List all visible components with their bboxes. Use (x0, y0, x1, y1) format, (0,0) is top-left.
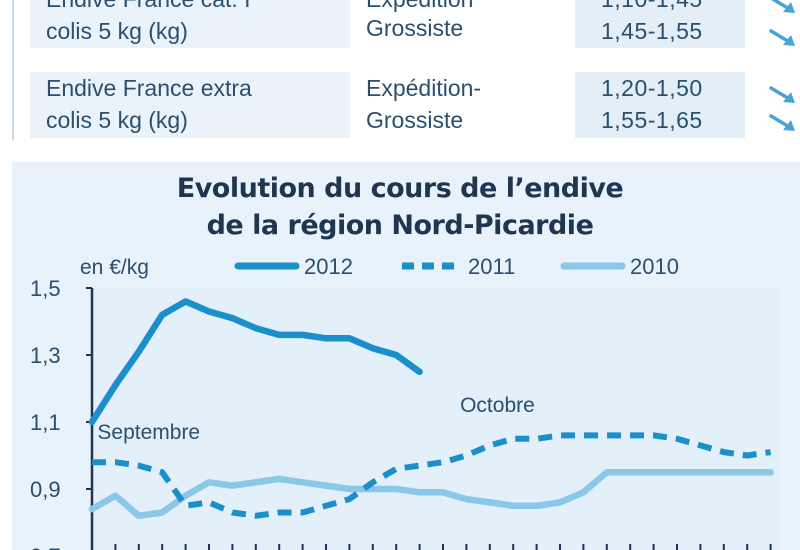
unit-label: en €/kg (80, 256, 149, 279)
table-row: Endive France cat. I colis 5 kg (kg) Exp… (30, 0, 795, 48)
price-cell: 1,10-1,45 1,45-1,55 (575, 0, 745, 48)
plot-area (92, 288, 780, 550)
down-right-arrow-icon (770, 0, 795, 13)
series-line-2010 (88, 469, 774, 520)
product-cell: Endive France extra colis 5 kg (kg) (30, 72, 350, 138)
down-right-arrow-icon (769, 29, 795, 46)
product-name: Endive France extra (46, 75, 252, 101)
price-range: 1,20-1,50 (601, 75, 703, 101)
y-tick-label: 0,9 (30, 477, 61, 502)
product-packaging: colis 5 kg (kg) (46, 107, 188, 133)
table-row: Endive France extra colis 5 kg (kg) Expé… (30, 72, 795, 138)
product-name: Endive France cat. I (46, 0, 251, 12)
legend-label: 2011 (468, 254, 515, 279)
stage-label: Grossiste (366, 15, 464, 41)
price-range: 1,55-1,65 (601, 107, 703, 133)
price-range: 1,10-1,45 (601, 0, 703, 12)
chart-title-line-2: de la région Nord-Picardie (206, 210, 594, 241)
stage-cell: Expédition- Grossiste (350, 72, 575, 138)
y-tick-label: 1,3 (30, 343, 61, 368)
stage-label: Expédition (366, 0, 473, 12)
trend-cell (745, 72, 795, 138)
y-tick-label: 0,7 (30, 544, 61, 550)
series-line-2011 (92, 432, 772, 519)
price-cell: 1,20-1,50 1,55-1,65 (575, 72, 745, 138)
legend-label: 2012 (304, 254, 353, 279)
chart-title-line-1: Evolution du cours de l’endive (176, 173, 624, 204)
series-line-2012 (88, 298, 423, 426)
down-right-arrow-icon (769, 114, 795, 131)
y-tick-label: 1,1 (30, 410, 61, 435)
trend-cell (745, 0, 795, 48)
stage-label: Expédition- (366, 75, 482, 101)
price-range: 1,45-1,55 (601, 18, 703, 44)
y-tick-label: 1,5 (30, 276, 61, 301)
month-annotation: Octobre (460, 394, 535, 417)
stage-cell: Expédition Grossiste (350, 0, 575, 48)
month-annotation: Septembre (97, 421, 200, 444)
stage-label: Grossiste (366, 107, 464, 133)
product-cell: Endive France cat. I colis 5 kg (kg) (30, 0, 350, 48)
price-table: Endive France cat. I colis 5 kg (kg) Exp… (0, 0, 800, 140)
legend-label: 2010 (630, 254, 679, 279)
table-left-rule (12, 0, 14, 140)
down-right-arrow-icon (769, 86, 795, 103)
product-packaging: colis 5 kg (kg) (46, 18, 188, 44)
